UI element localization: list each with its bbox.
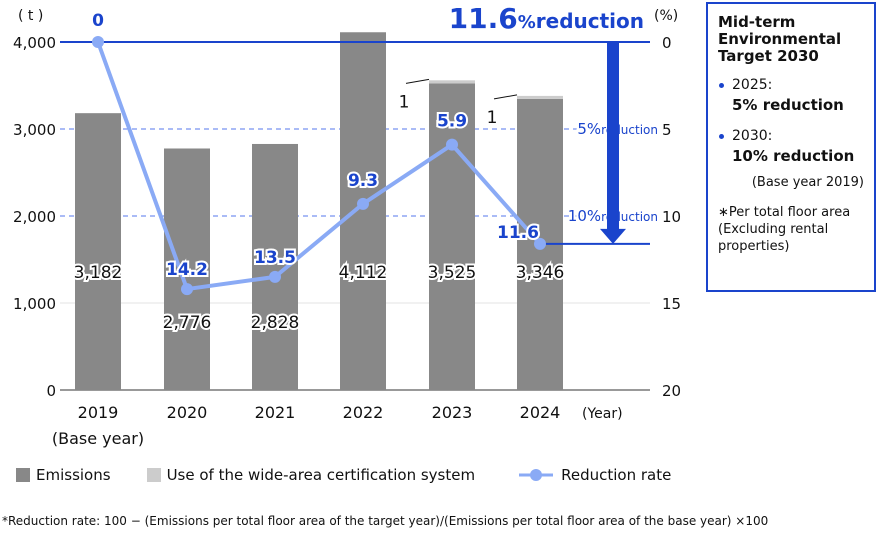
reduction-arrow-shaft (607, 42, 619, 230)
legend-reduction-rate: Reduction rate (561, 466, 672, 484)
legend-cert-swatch (146, 468, 161, 482)
emissions-label: 4,112 (339, 263, 388, 283)
legend-emissions-swatch (16, 468, 30, 482)
legend-line-swatch (519, 469, 554, 481)
right-tick-label: 5 (662, 121, 672, 139)
emissions-label: 2,828 (251, 313, 300, 333)
reduction-rate-point (269, 270, 281, 283)
reduction-rate-line (96, 41, 542, 292)
left-tick-label: 1,000 (13, 295, 56, 313)
bar-certification (429, 80, 475, 84)
left-tick-label: 3,000 (13, 121, 56, 139)
right-tick-label: 20 (662, 382, 681, 400)
cert-label: 1 (399, 92, 410, 112)
bar-certification (517, 95, 563, 99)
reduction-rate-point (92, 36, 104, 48)
legend: Emissions Use of the wide-area certifica… (16, 466, 671, 484)
category-label: 2020 (167, 403, 208, 422)
right-tick-label: 0 (662, 34, 672, 52)
reduction-rate-point (357, 197, 369, 210)
target-item: 2030: 10% reduction (718, 126, 864, 167)
leader-line (493, 94, 518, 100)
left-tick-label: 0 (46, 382, 56, 400)
cert-label: 1 (487, 108, 498, 128)
emissions-label: 3,182 (74, 263, 123, 283)
headline: 11.6%reduction (449, 2, 644, 35)
emissions-label: 2,776 (163, 313, 212, 333)
category-label: 2023 (432, 403, 473, 422)
bar-emissions (340, 32, 386, 390)
category-label: 2021 (255, 403, 296, 422)
target-item: 2025: 5% reduction (718, 75, 864, 116)
reduction-rate-label: 9.3 (348, 171, 378, 191)
reduction-rate-point (446, 138, 458, 151)
right-tick-label: 15 (662, 295, 681, 313)
bar-emissions (252, 143, 298, 390)
target-year: 2030: (732, 128, 773, 144)
legend-cert: Use of the wide-area certification syste… (166, 466, 476, 484)
floor-area-note: ∗Per total floor area (Excluding rental … (718, 205, 851, 254)
reduction-rate-point (534, 237, 546, 250)
bar-emissions (164, 148, 210, 390)
emissions-label: 3,346 (516, 263, 565, 283)
reduction-rate-label: 11.6 (497, 223, 539, 243)
category-label: 2019 (78, 403, 119, 422)
left-axis-unit: ( t ) (18, 8, 43, 24)
target-title: Mid-term Environmental Target 2030 (718, 13, 842, 65)
emissions-label: 3,525 (428, 263, 477, 283)
category-label: 2022 (343, 403, 384, 422)
bar-emissions (75, 113, 121, 390)
reduction-rate-label: 0 (92, 11, 104, 31)
category-label: 2024 (520, 403, 561, 422)
reduction-rate-label: 5.9 (437, 112, 467, 132)
right-axis-unit: (%) (654, 8, 678, 24)
reduction-rate-label: 13.5 (254, 248, 296, 268)
reduction-rate-point (181, 283, 193, 296)
right-tick-label: 10 (662, 208, 681, 226)
left-tick-label: 2,000 (13, 208, 56, 226)
reference-label: 5%reduction (577, 120, 658, 138)
footnote: *Reduction rate: 100 − (Emissions per to… (2, 514, 769, 528)
left-tick-label: 4,000 (13, 34, 56, 52)
reduction-arrow-head (600, 228, 626, 244)
base-year-note: (Base year 2019) (751, 175, 864, 190)
legend-emissions: Emissions (36, 466, 111, 484)
target-year: 2025: (732, 77, 773, 93)
x-axis-unit: (Year) (582, 406, 623, 422)
reduction-rate-label: 14.2 (166, 260, 208, 280)
target-value: 5% reduction (732, 96, 844, 114)
leader-line (405, 78, 430, 84)
bar-emissions (429, 83, 475, 390)
category-sublabel: (Base year) (52, 429, 144, 448)
target-box: Mid-term Environmental Target 2030 2025:… (706, 2, 876, 292)
target-value: 10% reduction (732, 147, 855, 165)
